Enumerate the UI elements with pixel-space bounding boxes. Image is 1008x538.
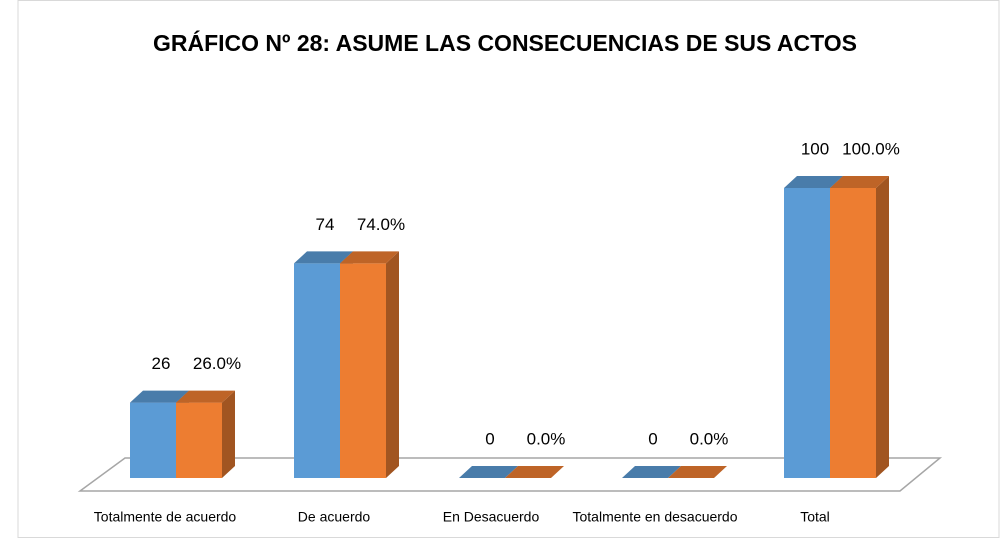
bar <box>176 402 222 478</box>
bar-top <box>830 176 889 188</box>
bar-top <box>340 251 399 264</box>
data-label: 74 <box>316 215 335 234</box>
bar-top <box>130 390 189 403</box>
bar-top <box>622 466 681 478</box>
x-tick-label: Totalmente en desacuerdo <box>573 509 738 525</box>
bar-top <box>294 251 353 264</box>
data-label: 100 <box>801 139 829 158</box>
bar-side <box>386 251 399 478</box>
bar-side <box>222 390 235 478</box>
data-label: 0.0% <box>690 429 729 448</box>
x-tick-label: De acuerdo <box>298 509 371 525</box>
data-label: 74.0% <box>357 215 405 234</box>
bar-top <box>784 176 843 188</box>
data-label: 26 <box>152 354 171 373</box>
x-tick-label: Totalmente de acuerdo <box>94 509 237 525</box>
bar-top <box>459 466 518 478</box>
bar <box>784 188 830 478</box>
bar <box>830 188 876 478</box>
data-label: 0 <box>648 429 657 448</box>
bar <box>340 263 386 478</box>
chart-title: GRÁFICO Nº 28: ASUME LAS CONSECUENCIAS D… <box>153 29 857 56</box>
bar <box>130 402 176 478</box>
bar-top <box>176 390 235 403</box>
bar-side <box>876 176 889 478</box>
data-label: 26.0% <box>193 354 241 373</box>
x-tick-label: En Desacuerdo <box>443 509 540 525</box>
x-tick-label: Total <box>800 509 830 525</box>
data-label: 0.0% <box>527 429 566 448</box>
bar-top <box>668 466 727 478</box>
data-label: 0 <box>485 429 494 448</box>
data-label: 100.0% <box>842 139 900 158</box>
bar-top <box>505 466 564 478</box>
bar <box>294 263 340 478</box>
